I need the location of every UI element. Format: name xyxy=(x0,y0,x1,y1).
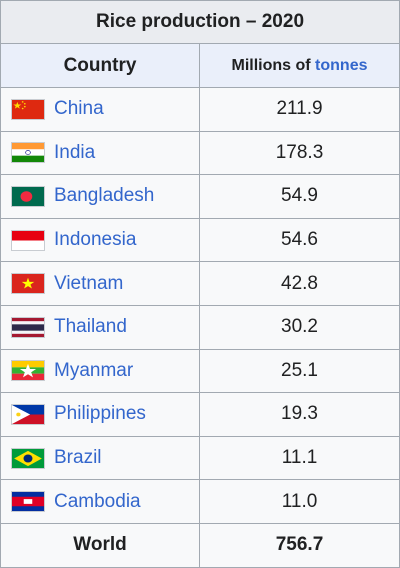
value-header-prefix: Millions of xyxy=(231,56,316,74)
table-row: Myanmar 25.1 xyxy=(0,348,400,394)
total-label: World xyxy=(0,522,200,568)
table-row: Indonesia 54.6 xyxy=(0,217,400,263)
country-link-myanmar[interactable]: Myanmar xyxy=(54,359,134,381)
value-cell: 211.9 xyxy=(198,87,400,132)
country-cell: Myanmar xyxy=(0,348,200,394)
country-link-indonesia[interactable]: Indonesia xyxy=(54,229,137,251)
country-link-thailand[interactable]: Thailand xyxy=(54,316,127,338)
tonnes-link[interactable]: tonnes xyxy=(315,56,368,74)
value-cell: 42.8 xyxy=(198,261,400,306)
thailand-flag-icon[interactable] xyxy=(11,316,45,338)
table-row: Brazil 11.1 xyxy=(0,435,400,481)
total-value: 756.7 xyxy=(198,522,400,568)
value-cell: 11.1 xyxy=(198,435,400,481)
country-link-cambodia[interactable]: Cambodia xyxy=(54,490,141,512)
table-row: Philippines 19.3 xyxy=(0,392,400,437)
value-cell: 178.3 xyxy=(198,130,400,176)
table-header-row: Country Millions of tonnes xyxy=(0,43,400,88)
value-column-header: Millions of tonnes xyxy=(198,43,400,88)
value-cell: 19.3 xyxy=(198,392,400,437)
country-cell: Thailand xyxy=(0,304,200,350)
table-row: China 211.9 xyxy=(0,87,400,132)
country-cell: Philippines xyxy=(0,392,200,437)
bangladesh-flag-icon[interactable] xyxy=(11,185,45,207)
indonesia-flag-icon[interactable] xyxy=(11,229,45,251)
value-cell: 54.9 xyxy=(198,174,400,219)
country-cell: Brazil xyxy=(0,435,200,481)
value-cell: 30.2 xyxy=(198,304,400,350)
table-caption-row: Rice production – 2020 xyxy=(0,0,400,44)
cambodia-flag-icon[interactable] xyxy=(11,491,45,513)
country-cell: Bangladesh xyxy=(0,174,200,219)
value-cell: 54.6 xyxy=(198,217,400,263)
country-link-vietnam[interactable]: Vietnam xyxy=(54,272,124,294)
country-link-philippines[interactable]: Philippines xyxy=(54,403,146,425)
table-row: India 178.3 xyxy=(0,130,400,176)
country-cell: Cambodia xyxy=(0,479,200,524)
country-cell: China xyxy=(0,87,200,132)
china-flag-icon[interactable] xyxy=(11,98,45,120)
table-row: Bangladesh 54.9 xyxy=(0,174,400,219)
country-cell: Indonesia xyxy=(0,217,200,263)
india-flag-icon[interactable] xyxy=(11,142,45,164)
country-cell: Vietnam xyxy=(0,261,200,306)
brazil-flag-icon[interactable] xyxy=(11,447,45,469)
value-cell: 11.0 xyxy=(198,479,400,524)
philippines-flag-icon[interactable] xyxy=(11,403,45,425)
value-cell: 25.1 xyxy=(198,348,400,394)
country-link-india[interactable]: India xyxy=(54,141,96,163)
table-row: Thailand 30.2 xyxy=(0,304,400,350)
country-cell: India xyxy=(0,130,200,176)
table-row: Vietnam 42.8 xyxy=(0,261,400,306)
table-caption: Rice production – 2020 xyxy=(0,0,400,44)
country-link-china[interactable]: China xyxy=(54,98,104,120)
country-link-brazil[interactable]: Brazil xyxy=(54,447,102,469)
myanmar-flag-icon[interactable] xyxy=(11,360,45,382)
country-column-header: Country xyxy=(0,43,200,88)
table-row: Cambodia 11.0 xyxy=(0,479,400,524)
country-link-bangladesh[interactable]: Bangladesh xyxy=(54,185,155,207)
vietnam-flag-icon[interactable] xyxy=(11,273,45,295)
total-row: World 756.7 xyxy=(0,522,400,568)
